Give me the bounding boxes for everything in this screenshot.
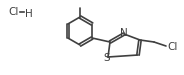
Text: N: N xyxy=(120,28,128,38)
Text: Cl: Cl xyxy=(8,7,18,17)
Text: Cl: Cl xyxy=(167,42,177,52)
Text: H: H xyxy=(25,9,33,19)
Text: S: S xyxy=(104,53,110,63)
